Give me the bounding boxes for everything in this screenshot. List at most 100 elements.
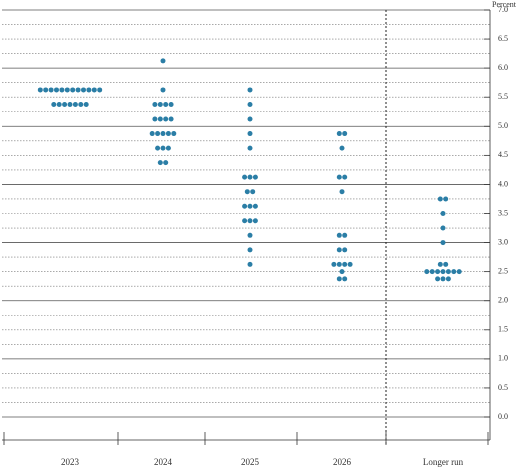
y-tick-label: 2.0: [498, 296, 508, 305]
dot: [339, 269, 345, 275]
x-tick-label: Longer run: [423, 457, 464, 467]
dot: [75, 87, 81, 93]
dot: [160, 87, 166, 93]
dot: [83, 101, 89, 107]
dot: [440, 225, 446, 231]
dot: [91, 87, 97, 93]
x-tick-label: 2025: [241, 457, 260, 467]
dot: [347, 261, 353, 267]
dot: [59, 87, 65, 93]
dot: [168, 116, 174, 122]
dot: [252, 203, 258, 209]
dot: [160, 131, 166, 137]
dot: [97, 87, 103, 93]
dot: [152, 101, 158, 107]
dot: [247, 145, 253, 151]
dot: [70, 87, 76, 93]
dot: [37, 87, 43, 93]
y-tick-label: 5.0: [498, 121, 508, 130]
y-tick-label: 7.0: [498, 5, 508, 14]
dot: [81, 87, 86, 93]
y-tick-label: 1.5: [498, 325, 508, 334]
dot: [155, 131, 161, 137]
dot: [247, 232, 253, 238]
dot: [440, 211, 446, 216]
dot: [440, 269, 446, 275]
y-tick-label: 0.5: [498, 383, 508, 392]
dot: [247, 203, 253, 209]
dot: [252, 218, 258, 224]
x-tick-label: 2024: [154, 457, 173, 467]
y-tick-label: 6.0: [498, 63, 508, 72]
dot: [336, 247, 342, 253]
dot: [247, 87, 253, 93]
dot: [157, 101, 163, 107]
dot: [445, 276, 451, 282]
dot: [437, 196, 443, 202]
dot: [242, 203, 248, 209]
dot: [336, 131, 342, 137]
dot: [342, 276, 348, 282]
dot: [435, 269, 441, 275]
dot: [86, 87, 92, 93]
dot: [342, 261, 348, 267]
dot: [247, 131, 253, 137]
dot: [342, 131, 348, 137]
dot: [247, 174, 253, 180]
dot: [336, 276, 342, 282]
y-tick-label: 0.0: [498, 412, 508, 421]
dot: [152, 116, 158, 122]
dot: [64, 87, 70, 93]
y-tick-label: 4.5: [498, 150, 508, 159]
dot: [336, 232, 342, 238]
y-tick-label: 1.0: [498, 354, 508, 363]
dot: [336, 174, 342, 180]
dot: [339, 189, 345, 195]
dot: [160, 58, 166, 64]
dot: [62, 101, 68, 107]
dot: [440, 276, 446, 282]
dot: [339, 145, 345, 151]
dot: [149, 131, 155, 137]
dot: [242, 218, 248, 224]
dot: [331, 261, 337, 267]
dot: [437, 261, 443, 267]
dot: [160, 145, 166, 151]
dot: [247, 101, 253, 107]
dot: [342, 174, 348, 180]
dot: [51, 101, 57, 107]
dot: [247, 261, 253, 267]
dot: [247, 218, 253, 224]
dot: [247, 247, 253, 253]
dot: [54, 87, 59, 93]
y-tick-label: 5.5: [498, 92, 508, 101]
dot: [252, 174, 258, 180]
dot: [424, 269, 430, 275]
dot: [247, 116, 253, 122]
dot: [443, 261, 449, 267]
dot: [67, 101, 73, 107]
dot: [250, 189, 256, 195]
dot: [48, 87, 54, 93]
dot: [435, 276, 441, 282]
dot: [163, 160, 169, 166]
dot: [72, 101, 78, 107]
dot: [342, 232, 348, 238]
x-tick-label: 2023: [61, 457, 80, 467]
dot: [440, 240, 446, 246]
dot: [168, 101, 174, 107]
dot: [342, 247, 348, 253]
dot: [171, 131, 177, 137]
dot: [429, 269, 435, 275]
y-tick-label: 2.5: [498, 266, 508, 275]
y-tick-label: 4.0: [498, 179, 508, 188]
dot: [451, 269, 457, 275]
y-tick-label: 3.0: [498, 237, 508, 246]
dot: [78, 101, 84, 107]
y-tick-label: 3.5: [498, 208, 508, 217]
dot: [163, 101, 169, 107]
dot: [157, 116, 163, 122]
dot: [244, 189, 250, 195]
y-tick-label: 6.5: [498, 34, 508, 43]
